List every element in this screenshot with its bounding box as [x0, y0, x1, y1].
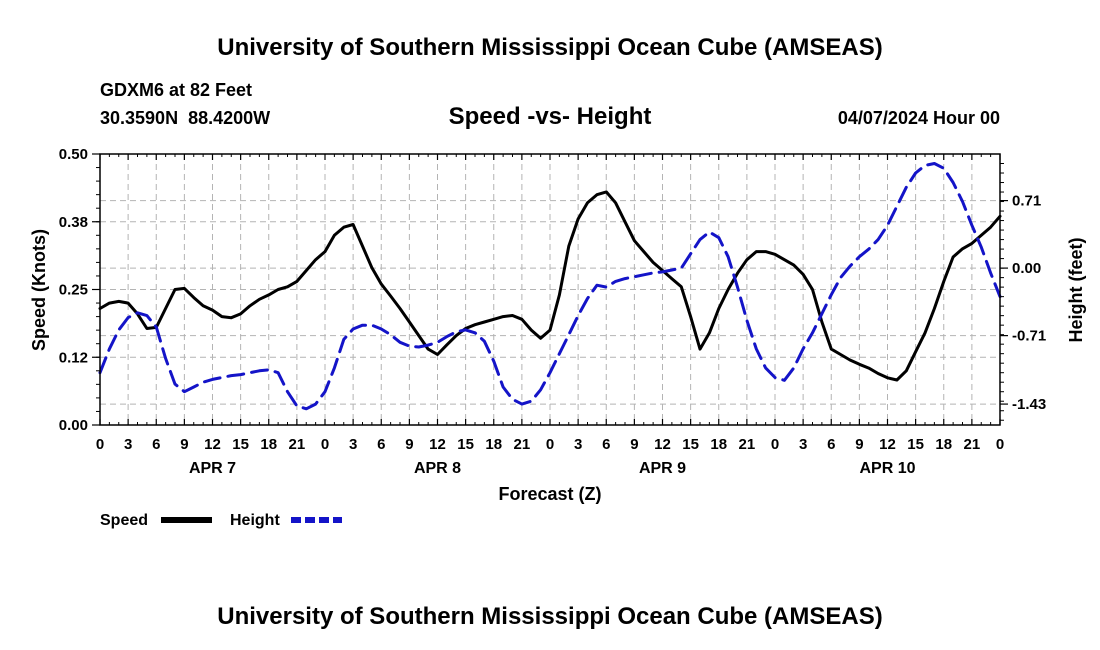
location-label: 30.3590N 88.4200W — [100, 108, 270, 128]
y-left-tick-label: 0.25 — [59, 282, 88, 299]
chart-subtitle: Speed -vs- Height — [449, 103, 652, 130]
y-left-tick-label: 0.00 — [59, 417, 88, 434]
x-tick-label: 21 — [739, 436, 756, 453]
x-tick-label: 15 — [232, 436, 249, 453]
day-label: APR 10 — [859, 460, 915, 477]
x-tick-label: 3 — [124, 436, 132, 453]
x-tick-label: 21 — [964, 436, 981, 453]
x-tick-label: 9 — [180, 436, 188, 453]
day-label: APR 8 — [414, 460, 461, 477]
y-left-tick-label: 0.38 — [59, 214, 88, 231]
y-axis-label-left: Speed (Knots) — [29, 229, 49, 351]
y-right-tick-label: -1.43 — [1012, 396, 1046, 413]
x-tick-label: 3 — [574, 436, 582, 453]
x-tick-label: 3 — [799, 436, 807, 453]
y-axis-label-right: Height (feet) — [1066, 238, 1086, 343]
footer-title: University of Southern Mississippi Ocean… — [217, 603, 882, 630]
legend: Speed Height — [100, 512, 342, 529]
x-tick-label: 15 — [457, 436, 474, 453]
x-tick-label: 0 — [96, 436, 104, 453]
x-axis-label: Forecast (Z) — [498, 484, 601, 504]
y-right-tick-label: 0.00 — [1012, 260, 1041, 277]
x-tick-label: 18 — [710, 436, 727, 453]
y-left-tick-label: 0.50 — [59, 146, 88, 163]
series-line-height — [98, 162, 1002, 411]
legend-label-height: Height — [230, 512, 280, 529]
y-left-tick-label: 0.12 — [59, 349, 88, 366]
x-tick-label: 15 — [907, 436, 924, 453]
x-tick-label: 21 — [514, 436, 531, 453]
x-tick-label: 0 — [321, 436, 329, 453]
x-tick-label: 9 — [855, 436, 863, 453]
x-tick-label: 6 — [377, 436, 385, 453]
x-tick-label: 15 — [682, 436, 699, 453]
series-layer — [98, 162, 1002, 411]
x-tick-label: 18 — [935, 436, 952, 453]
x-tick-label: 9 — [630, 436, 638, 453]
legend-label-speed: Speed — [100, 512, 148, 529]
x-tick-label: 0 — [771, 436, 779, 453]
day-label: APR 9 — [639, 460, 686, 477]
x-tick-label: 12 — [879, 436, 896, 453]
y-right-tick-label: -0.71 — [1012, 328, 1046, 345]
tick-layer: 0 3 6 9 12 15 18 21 0 3 6 9 12 15 18 21 0 3 6 9 12 15 18 21 0 3 6 9… — [59, 146, 1046, 477]
x-tick-label: 6 — [152, 436, 160, 453]
x-tick-label: 6 — [827, 436, 835, 453]
x-tick-label: 9 — [405, 436, 413, 453]
y-right-tick-label: 0.71 — [1012, 193, 1041, 210]
x-tick-label: 12 — [204, 436, 221, 453]
x-tick-label: 18 — [260, 436, 277, 453]
x-tick-label: 12 — [429, 436, 446, 453]
x-tick-label: 21 — [289, 436, 306, 453]
run-time-label: 04/07/2024 Hour 00 — [838, 108, 1000, 128]
day-label: APR 7 — [189, 460, 236, 477]
chart-title: University of Southern Mississippi Ocean… — [217, 34, 882, 61]
station-label: GDXM6 at 82 Feet — [100, 80, 252, 100]
x-tick-label: 6 — [602, 436, 610, 453]
x-tick-label: 18 — [485, 436, 502, 453]
x-tick-label: 0 — [546, 436, 554, 453]
x-tick-label: 3 — [349, 436, 357, 453]
x-tick-label: 0 — [996, 436, 1004, 453]
series-line-speed — [98, 190, 1002, 382]
x-tick-label: 12 — [654, 436, 671, 453]
